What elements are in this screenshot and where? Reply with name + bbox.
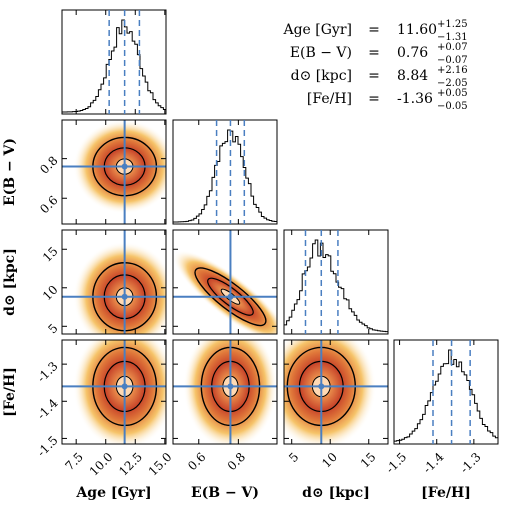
density-panel-dist-feh — [283, 339, 389, 445]
summary-equals: = — [368, 91, 380, 107]
contour-outer — [194, 267, 267, 327]
summary-name: [Fe/H] — [307, 91, 352, 107]
summary-minus: −0.05 — [437, 101, 468, 112]
y-axis-label-dist: d⊙ [kpc] — [2, 248, 18, 316]
x-tick-label: 0.6 — [185, 450, 208, 473]
panel-frame — [172, 119, 278, 225]
histogram-ebv — [172, 129, 277, 223]
x-tick-label: -1.5 — [383, 450, 409, 476]
summary-name: E(B − V) — [290, 45, 352, 61]
median-point — [227, 383, 234, 390]
ticks-1-2 — [173, 230, 277, 334]
x-tick-labels-feh: -1.5 -1.4 -1.3 — [383, 450, 484, 477]
density-fill — [284, 340, 377, 444]
panel-frame — [283, 229, 389, 335]
x-tick-label: 15.0 — [146, 450, 175, 479]
x-tick-label: 15 — [358, 450, 379, 471]
x-tick-label: -1.3 — [457, 450, 483, 476]
y-tick-label: -1.3 — [34, 359, 60, 385]
panel-frame — [172, 229, 278, 335]
x-tick-labels-dist: 5 10 15 — [286, 450, 378, 471]
ticks-0-2 — [62, 230, 166, 334]
y-tick-label: -1.4 — [34, 396, 61, 423]
x-tick-label: 10 — [319, 450, 340, 471]
summary-name: Age [Gyr] — [282, 22, 352, 38]
y-tick-label: 10 — [40, 283, 61, 304]
ticks-2-3 — [284, 340, 388, 444]
median-point — [318, 383, 325, 390]
density-panel-age-dist — [61, 229, 167, 335]
hist-panel-feh — [393, 339, 499, 445]
histogram-age — [61, 19, 166, 113]
median-point — [121, 293, 128, 300]
panel-frame — [61, 119, 167, 225]
x-tick-label: 0.8 — [225, 450, 248, 473]
x-axis-label-age: Age [Gyr] — [75, 485, 151, 501]
median-point — [121, 163, 128, 170]
panel-frame — [61, 339, 167, 445]
summary-value: -1.36 — [397, 91, 433, 107]
x-tick-label: 5 — [286, 450, 301, 465]
summary-minus: −0.07 — [437, 55, 468, 66]
median-point — [121, 383, 128, 390]
density-panel-age-feh — [61, 339, 167, 445]
summary-statistics: Age [Gyr] = 11.60 +1.25 −1.31 E(B − V) = 0.76 +0… — [282, 19, 467, 112]
y-tick-labels-dist: 5 10 15 — [40, 244, 61, 336]
panel-frame — [393, 339, 499, 445]
x-tick-label: 10.0 — [87, 450, 116, 479]
summary-value: 8.84 — [397, 68, 428, 84]
hist-panel-ebv — [172, 119, 278, 225]
density-panel-ebv-dist — [172, 229, 278, 335]
x-axis-label-dist: d⊙ [kpc] — [302, 485, 370, 501]
ticks-1-1 — [198, 120, 239, 224]
ticks-0-3 — [62, 340, 166, 444]
x-tick-labels-age: 7.5 10.0 12.5 15.0 — [63, 450, 175, 479]
density-panel-ebv-feh — [172, 339, 278, 445]
panel-frame — [172, 339, 278, 445]
x-axis-label-ebv: E(B − V) — [191, 485, 259, 501]
summary-equals: = — [368, 45, 380, 61]
y-tick-label: 0.6 — [37, 193, 60, 216]
summary-value: 0.76 — [397, 45, 428, 61]
y-tick-label: 15 — [40, 244, 61, 265]
x-tick-label: -1.4 — [420, 450, 447, 477]
summary-plus: +2.16 — [437, 65, 468, 76]
ticks-1-3 — [173, 340, 277, 444]
ticks-2-2 — [291, 230, 370, 334]
y-tick-labels-feh: -1.5 -1.4 -1.3 — [34, 359, 61, 460]
y-axis-label-ebv: E(B − V) — [2, 138, 18, 206]
panel-frame — [283, 339, 389, 445]
contour-middle — [207, 277, 254, 316]
ticks-0-0 — [75, 10, 166, 114]
hist-panel-dist — [283, 229, 389, 335]
summary-plus: +1.25 — [437, 19, 468, 30]
histogram-dist — [283, 239, 388, 333]
x-axis-label-feh: [Fe/H] — [421, 485, 471, 501]
y-tick-labels-ebv: 0.6 0.8 — [37, 153, 60, 216]
x-tick-label: 7.5 — [63, 450, 86, 473]
y-tick-label: 0.8 — [37, 153, 60, 176]
summary-minus: −1.31 — [437, 32, 468, 43]
density-panel-age-ebv — [61, 119, 167, 225]
x-tick-label: 12.5 — [116, 450, 145, 479]
ticks-0-1 — [62, 120, 166, 224]
histogram-feh — [393, 349, 498, 442]
summary-plus: +0.07 — [437, 42, 468, 53]
summary-plus: +0.05 — [437, 88, 468, 99]
panel-frame — [61, 229, 167, 335]
median-point — [227, 293, 234, 300]
summary-equals: = — [368, 22, 380, 38]
y-tick-label: -1.5 — [34, 433, 60, 459]
hist-panel-age — [61, 9, 167, 115]
x-tick-labels-ebv: 0.6 0.8 — [185, 450, 248, 473]
y-axis-label-feh: [Fe/H] — [2, 367, 18, 417]
panel-frame — [61, 9, 167, 115]
summary-value: 11.60 — [397, 22, 437, 38]
summary-name: d⊙ [kpc] — [291, 68, 352, 84]
summary-minus: −2.05 — [437, 78, 468, 89]
y-tick-label: 5 — [45, 321, 60, 336]
ticks-3-3 — [399, 340, 475, 444]
summary-equals: = — [368, 68, 380, 84]
